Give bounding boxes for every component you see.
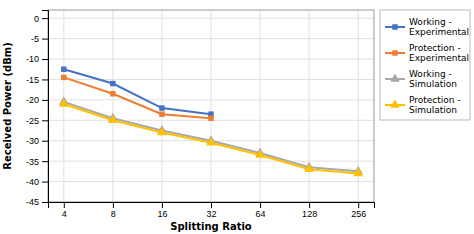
y-tick: -30 bbox=[26, 136, 48, 146]
y-tick: 0 bbox=[34, 14, 48, 24]
y-tick: -40 bbox=[26, 177, 48, 187]
y-tick: -10 bbox=[26, 54, 48, 64]
y-tick-mark bbox=[42, 79, 48, 80]
series-line bbox=[64, 104, 358, 173]
series-marker bbox=[304, 164, 314, 172]
legend: Working -Experimental Protection -Experim… bbox=[380, 10, 470, 120]
legend-item: Protection -Simulation bbox=[385, 95, 461, 115]
y-tick-mark bbox=[42, 59, 48, 60]
y-axis: 0 -5 -10 -15 -20 -25 -30 -35 -40 -45 bbox=[26, 11, 49, 208]
x-tick-label: 4 bbox=[62, 209, 67, 219]
series-marker bbox=[61, 75, 66, 80]
x-tick-mark bbox=[260, 202, 261, 208]
y-tick-label: -15 bbox=[26, 75, 39, 85]
legend-label: Protection -Simulation bbox=[409, 95, 461, 115]
y-tick-label: -30 bbox=[26, 136, 39, 146]
legend-swatch-marker bbox=[390, 99, 400, 107]
series-line bbox=[64, 102, 358, 171]
x-tick-mark bbox=[358, 202, 359, 208]
legend-swatch-marker bbox=[390, 73, 400, 81]
y-tick-label: 0 bbox=[34, 14, 39, 24]
legend-label: Protection -Experimental bbox=[409, 43, 469, 63]
legend-item: Working -Simulation bbox=[385, 69, 457, 89]
grid-line-x bbox=[260, 10, 261, 202]
series-marker bbox=[159, 105, 164, 110]
x-tick-label: 32 bbox=[206, 209, 216, 219]
y-tick-label: -10 bbox=[26, 54, 39, 64]
x-axis-line bbox=[49, 203, 375, 209]
y-axis-line bbox=[42, 11, 49, 203]
y-tick: -25 bbox=[26, 116, 48, 126]
y-tick-label: -35 bbox=[26, 157, 39, 167]
y-tick: -15 bbox=[26, 75, 48, 85]
x-tick-mark bbox=[211, 202, 212, 208]
series-marker bbox=[255, 149, 265, 157]
x-tick: 64 bbox=[256, 202, 266, 219]
series-marker bbox=[353, 168, 363, 176]
series-marker bbox=[206, 137, 216, 145]
y-tick-label: -40 bbox=[26, 177, 39, 187]
legend-item: Working -Experimental bbox=[385, 17, 469, 37]
y-tick: -20 bbox=[26, 95, 48, 105]
legend-swatch-marker bbox=[392, 50, 397, 55]
legend-swatch-marker bbox=[392, 24, 397, 29]
legend-label: Working -Experimental bbox=[409, 17, 469, 37]
y-tick-mark bbox=[42, 161, 48, 162]
y-axis-title: Received Power (dBm) bbox=[2, 42, 13, 170]
x-tick-label: 64 bbox=[256, 209, 266, 219]
plot-frame bbox=[48, 10, 374, 202]
chart: 4 8 16 32 64 128 256 0 -5 -10 -15 -20 -25 -30 -35 -40 -4… bbox=[0, 0, 474, 234]
series-marker bbox=[208, 116, 213, 121]
x-tick-mark bbox=[309, 202, 310, 208]
x-tick: 4 bbox=[62, 202, 67, 219]
legend-label: Working -Simulation bbox=[409, 69, 457, 89]
series-marker bbox=[61, 66, 66, 71]
x-tick: 256 bbox=[351, 202, 366, 219]
x-tick-mark bbox=[162, 202, 163, 208]
grid-line-x bbox=[211, 10, 212, 202]
legend-item: Protection -Experimental bbox=[385, 43, 469, 63]
x-tick-mark bbox=[64, 202, 65, 208]
series-marker bbox=[110, 91, 115, 96]
y-tick-mark bbox=[42, 182, 48, 183]
y-tick-label: -45 bbox=[26, 197, 39, 207]
y-tick-mark bbox=[42, 202, 48, 203]
y-tick: -45 bbox=[26, 197, 48, 207]
x-tick-label: 16 bbox=[157, 209, 167, 219]
x-tick: 8 bbox=[111, 202, 116, 219]
y-tick-mark bbox=[42, 18, 48, 19]
x-axis-title: Splitting Ratio bbox=[170, 221, 252, 232]
x-tick-label: 256 bbox=[351, 209, 366, 219]
y-tick-label: -25 bbox=[26, 116, 39, 126]
y-tick-mark bbox=[42, 100, 48, 101]
y-tick-mark bbox=[42, 120, 48, 121]
series-marker bbox=[59, 98, 69, 106]
y-tick-label: -20 bbox=[26, 95, 39, 105]
x-tick-label: 8 bbox=[111, 209, 116, 219]
x-tick-label: 128 bbox=[302, 209, 317, 219]
x-tick: 32 bbox=[206, 202, 216, 219]
y-tick-mark bbox=[42, 39, 48, 40]
x-tick: 128 bbox=[302, 202, 317, 219]
grid-line-x bbox=[309, 10, 310, 202]
series-marker bbox=[110, 81, 115, 86]
series-marker bbox=[157, 127, 167, 135]
y-tick: -5 bbox=[31, 34, 48, 44]
y-tick: -35 bbox=[26, 157, 48, 167]
grid bbox=[48, 10, 374, 202]
x-tick: 16 bbox=[157, 202, 167, 219]
legend-box bbox=[380, 10, 470, 120]
x-tick-mark bbox=[113, 202, 114, 208]
series-line bbox=[64, 69, 211, 114]
y-tick-label: -5 bbox=[31, 34, 39, 44]
y-tick-mark bbox=[42, 141, 48, 142]
series-marker bbox=[159, 111, 164, 116]
series-marker bbox=[108, 115, 118, 123]
x-axis: 4 8 16 32 64 128 256 bbox=[49, 202, 375, 219]
grid-line-x bbox=[112, 10, 113, 202]
plot-area bbox=[59, 66, 363, 176]
